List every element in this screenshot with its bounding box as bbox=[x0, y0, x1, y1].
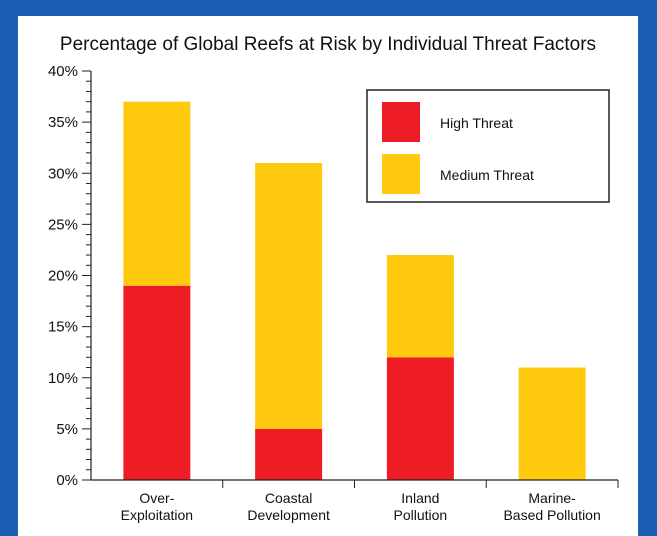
chart-frame: Percentage of Global Reefs at Risk by In… bbox=[18, 16, 638, 536]
x-category-label: Pollution bbox=[394, 507, 448, 523]
y-tick-label: 0% bbox=[56, 472, 78, 489]
y-tick-label: 5% bbox=[56, 421, 78, 438]
bar-medium-1 bbox=[255, 163, 323, 429]
y-tick-label: 30% bbox=[48, 165, 78, 182]
legend-swatch-0 bbox=[382, 102, 420, 142]
x-category-label: Coastal bbox=[265, 490, 312, 506]
legend-label-0: High Threat bbox=[440, 115, 513, 131]
x-category-label: Development bbox=[247, 507, 330, 523]
legend-label-1: Medium Threat bbox=[440, 167, 534, 183]
bar-medium-3 bbox=[518, 367, 586, 480]
legend: High Threat Medium Threat bbox=[366, 89, 610, 203]
bar-high-0 bbox=[123, 285, 191, 480]
y-tick-label: 40% bbox=[48, 63, 78, 80]
bar-high-2 bbox=[386, 357, 454, 480]
x-category-label: Over- bbox=[139, 490, 174, 506]
bars-group bbox=[123, 101, 586, 480]
x-category-label: Exploitation bbox=[121, 507, 193, 523]
bar-medium-0 bbox=[123, 101, 191, 286]
axes-group: 0% 5% 10% 15% 20% 25% 30% 35% 40% Over-Exploitati… bbox=[48, 63, 619, 523]
bar-medium-2 bbox=[386, 255, 454, 358]
bar-high-1 bbox=[255, 428, 323, 480]
x-category-label: Based Pollution bbox=[503, 507, 600, 523]
y-tick-label: 35% bbox=[48, 114, 78, 131]
y-tick-label: 25% bbox=[48, 216, 78, 233]
y-tick-label: 10% bbox=[48, 370, 78, 387]
x-category-label: Inland bbox=[401, 490, 439, 506]
chart-title: Percentage of Global Reefs at Risk by In… bbox=[59, 34, 597, 55]
legend-swatch-1 bbox=[382, 154, 420, 194]
y-tick-label: 20% bbox=[48, 268, 78, 285]
bar-chart: 0% 5% 10% 15% 20% 25% 30% 35% 40% Over-Exploitati… bbox=[48, 63, 619, 523]
x-category-label: Marine- bbox=[528, 490, 576, 506]
y-tick-label: 15% bbox=[48, 319, 78, 336]
